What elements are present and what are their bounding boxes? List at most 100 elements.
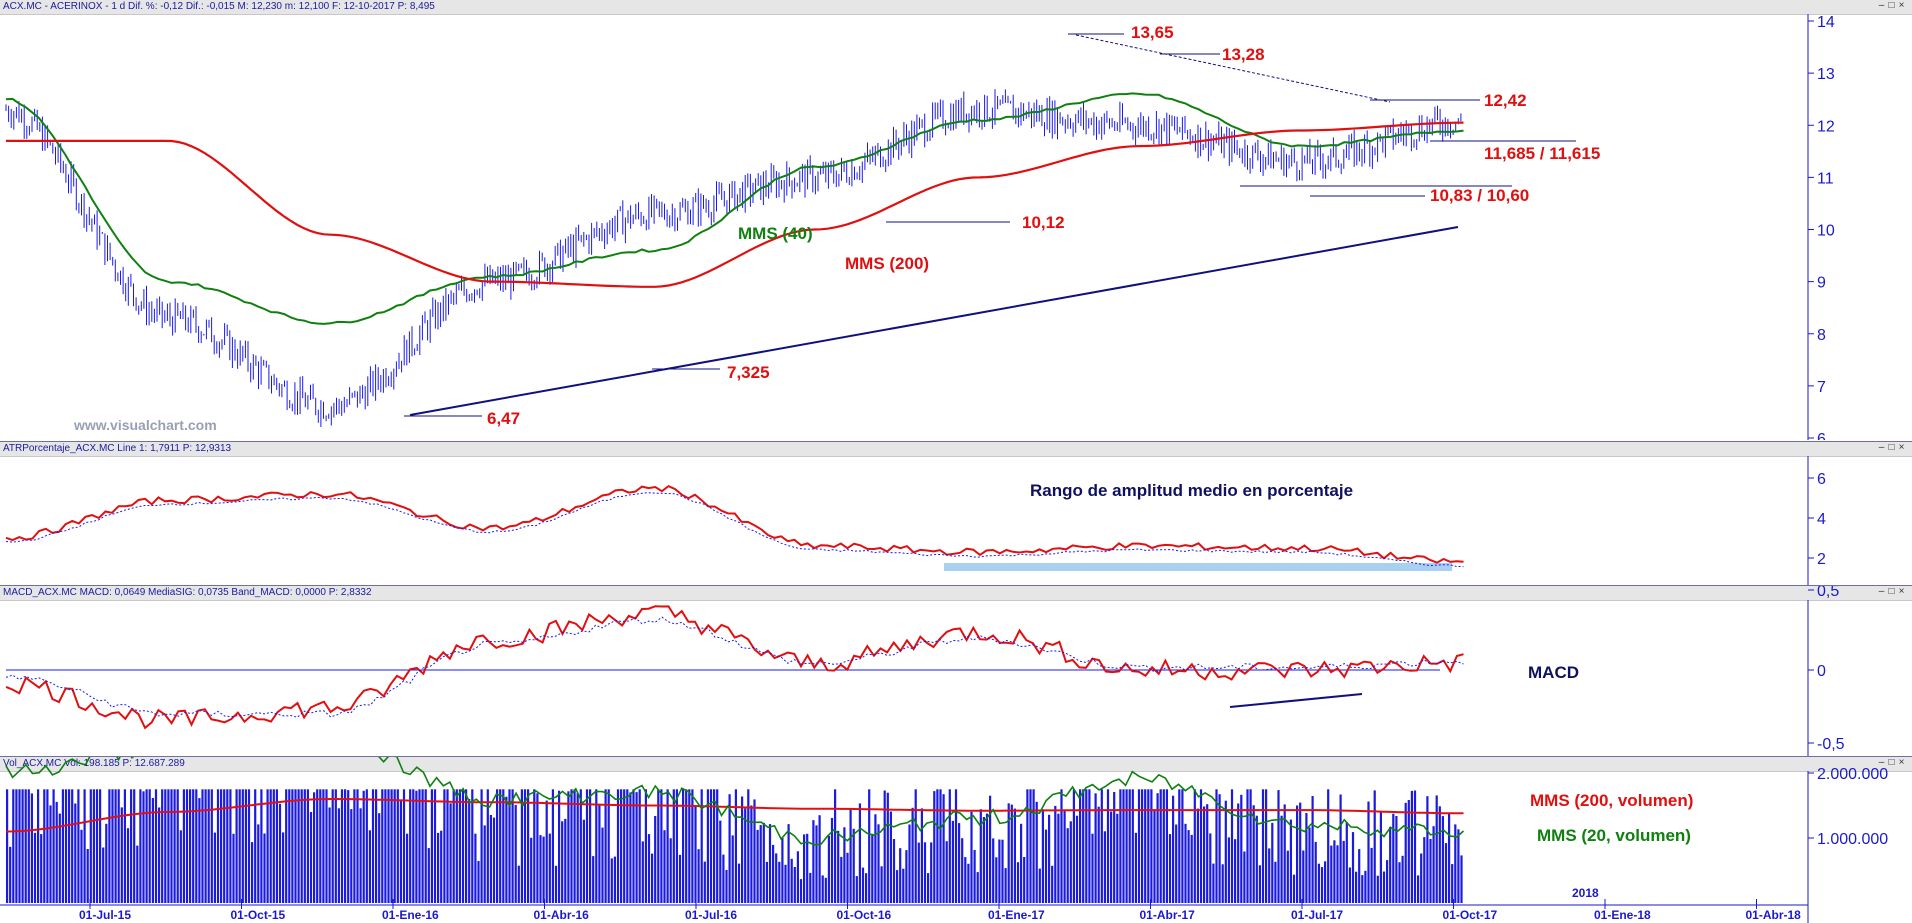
volume-bar: [409, 789, 412, 903]
minimize-icon[interactable]: –: [1878, 0, 1888, 11]
volume-bar: [489, 815, 492, 903]
volume-bar: [424, 789, 427, 903]
volume-bar: [1289, 819, 1292, 903]
volume-bar: [514, 804, 517, 903]
volume-bar: [123, 789, 126, 903]
volume-bar: [1032, 789, 1035, 903]
volume-bar: [725, 870, 728, 903]
close-icon[interactable]: ×: [1898, 757, 1908, 768]
volume-bar: [133, 789, 136, 903]
volume-bar: [319, 789, 322, 903]
volume-bar: [347, 790, 350, 903]
volume-bar: [905, 850, 908, 903]
restore-icon[interactable]: □: [1888, 586, 1898, 597]
volume-bar: [753, 799, 756, 903]
volume-bar: [1336, 845, 1339, 903]
volume-bar: [1054, 805, 1057, 903]
volume-bar: [61, 789, 64, 903]
close-icon[interactable]: ×: [1898, 442, 1908, 453]
volume-bar: [1454, 824, 1457, 903]
volume-bar: [99, 789, 102, 903]
volume-bar: [378, 813, 381, 903]
volume-bar: [37, 789, 40, 903]
volume-bar: [1159, 789, 1162, 903]
volume-bar: [1361, 875, 1364, 903]
volume-bar: [1141, 789, 1144, 903]
annotation-1012: 10,12: [1022, 213, 1065, 232]
restore-icon[interactable]: □: [1888, 0, 1898, 11]
volume-bar: [945, 841, 948, 903]
volume-bar: [737, 863, 741, 903]
volume-bar: [328, 807, 331, 903]
volume-bar: [1308, 827, 1311, 903]
volume-bar: [1302, 850, 1305, 903]
volume-bar: [775, 853, 778, 903]
volume-bar: [809, 872, 812, 903]
volume-bar: [1010, 804, 1013, 903]
minimize-icon[interactable]: –: [1878, 442, 1888, 453]
volume-bar: [1240, 794, 1243, 903]
volume-bar: [927, 873, 930, 903]
volume-bar: [1413, 790, 1417, 903]
volume-bar: [1147, 789, 1150, 903]
volume-y-tick-label: 1.000.000: [1817, 831, 1888, 848]
annotation-7325: 7,325: [727, 363, 770, 382]
volume-bar: [176, 789, 179, 903]
volume-bar: [874, 814, 877, 903]
volume-bar: [1100, 789, 1103, 903]
volume-bar: [728, 794, 731, 903]
volume-bar: [111, 789, 114, 903]
price-chart: 13,65 13,28 12,42 11,685 / 11,615 10,83 …: [5, 14, 1835, 440]
volume-bar: [340, 789, 344, 903]
volume-bar: [1441, 816, 1444, 903]
close-icon[interactable]: ×: [1898, 586, 1908, 597]
volume-bar: [626, 789, 629, 903]
macd-panel-header: MACD_ACX.MC MACD: 0,0649 MediaSIG: 0,073…: [0, 586, 1912, 601]
volume-bar: [1376, 875, 1379, 903]
volume-bar: [282, 832, 285, 903]
volume-bar: [1345, 822, 1348, 903]
volume-bar: [220, 789, 223, 903]
restore-icon[interactable]: □: [1888, 442, 1898, 453]
volume-bar: [886, 792, 889, 903]
restore-icon[interactable]: □: [1888, 757, 1898, 768]
volume-bar: [638, 789, 641, 903]
volume-bar: [896, 870, 899, 903]
volume-bar: [1020, 823, 1023, 903]
minimize-icon[interactable]: –: [1878, 586, 1888, 597]
x-tick-label: 01-Abr-17: [1140, 908, 1196, 922]
volume-chart: MMS (200, volumen) MMS (20, volumen) 2.0…: [0, 757, 1888, 923]
volume-bar: [285, 789, 288, 903]
volume-bar: [551, 789, 554, 903]
volume-bar: [371, 789, 375, 903]
minimize-icon[interactable]: –: [1878, 757, 1888, 768]
volume-bar: [158, 807, 161, 903]
volume-bar: [685, 789, 688, 903]
volume-bar: [1085, 789, 1088, 903]
volume-bar: [440, 830, 443, 903]
volume-bar: [1227, 837, 1230, 903]
volume-bar: [1079, 789, 1082, 903]
volume-bar: [421, 789, 424, 903]
volume-bar: [939, 789, 942, 903]
volume-bar: [1265, 789, 1268, 903]
volume-bar: [796, 851, 799, 903]
volume-bar: [427, 848, 430, 903]
volume-bar: [263, 833, 266, 903]
volume-bar: [1342, 840, 1345, 903]
volume-bar: [948, 789, 951, 903]
volume-bar: [1103, 831, 1106, 903]
volume-bar: [1072, 789, 1075, 903]
x-tick-label: 01-Ene-18: [1594, 908, 1651, 922]
volume-bar: [1324, 861, 1327, 903]
volume-bar: [306, 789, 309, 903]
volume-bar: [1175, 824, 1178, 903]
volume-bar: [973, 850, 976, 903]
volume-bar: [1395, 816, 1398, 903]
atr-low-band: [944, 563, 1452, 571]
volume-bar: [58, 813, 61, 903]
close-icon[interactable]: ×: [1898, 0, 1908, 11]
volume-bar: [322, 789, 325, 903]
volume-bar: [818, 815, 821, 903]
volume-bar: [660, 789, 663, 903]
